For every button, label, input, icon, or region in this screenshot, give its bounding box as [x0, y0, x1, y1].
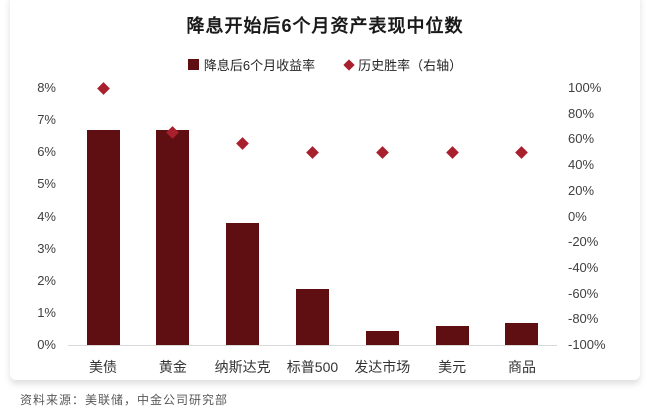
y-axis-left-tick-label: 6%: [37, 144, 56, 160]
legend-item-winrate: 历史胜率（右轴）: [343, 55, 463, 74]
y-axis-right-tick-label: -100%: [568, 337, 606, 352]
x-axis-label-纳斯达克: 纳斯达克: [214, 359, 271, 375]
bar-纳斯达克: [226, 222, 260, 345]
winrate-diamond-纳斯达克: [236, 136, 250, 150]
y-axis-left-tick-label: 4%: [37, 208, 56, 224]
x-axis-label-标普500: 标普500: [286, 359, 339, 375]
winrate-diamond-美债: [96, 81, 110, 95]
y-axis-left-tick-label: 1%: [37, 304, 56, 320]
y-axis-left-tick-label: 2%: [37, 272, 56, 288]
x-axis-label-美债: 美债: [89, 359, 117, 375]
bar-商品: [505, 322, 539, 345]
winrate-diamond-发达市场: [375, 145, 389, 159]
chart-legend: 降息后6个月收益率 历史胜率（右轴）: [0, 55, 650, 74]
x-axis-label-美元: 美元: [438, 359, 467, 375]
y-axis-left-tick-label: 8%: [37, 80, 56, 95]
x-axis-label-发达市场: 发达市场: [354, 359, 411, 375]
y-axis-left-tick-label: 3%: [37, 240, 56, 256]
source-note: 资料来源：美联储，中金公司研究部: [20, 393, 229, 407]
y-axis-right-tick-label: 20%: [568, 182, 595, 198]
bar-发达市场: [365, 330, 399, 345]
winrate-diamond-商品: [515, 145, 529, 159]
y-axis-right-tick-label: -40%: [568, 259, 599, 275]
bar-美债: [86, 129, 120, 345]
x-axis-label-黄金: 黄金: [158, 359, 187, 375]
y-axis-right-tick-label: -20%: [568, 234, 599, 250]
winrate-diamond-美元: [445, 145, 459, 159]
y-axis-right-tick-label: 80%: [568, 105, 595, 121]
y-axis-left-tick-label: 7%: [37, 112, 56, 128]
legend-item-returns: 降息后6个月收益率: [187, 55, 316, 74]
legend-item-label: 历史胜率（右轴）: [358, 58, 463, 73]
bar-黄金: [156, 129, 190, 345]
bar-标普500: [295, 288, 329, 345]
y-axis-right-tick-label: 0%: [568, 208, 587, 224]
legend-item-label: 降息后6个月收益率: [203, 58, 316, 73]
chart-title: 降息开始后6个月资产表现中位数: [186, 16, 464, 36]
y-axis-right-tick-label: 40%: [568, 157, 595, 173]
winrate-diamond-标普500: [306, 145, 319, 159]
y-axis-right-tick-label: -80%: [568, 311, 599, 327]
y-axis-right-tick-label: 100%: [568, 80, 602, 95]
y-axis-right-tick-label: -60%: [568, 285, 599, 301]
bar-series-square-icon: [187, 59, 199, 70]
y-axis-left-tick-label: 5%: [37, 176, 56, 192]
y-axis-left-tick-label: 0%: [37, 337, 56, 352]
x-axis-label-商品: 商品: [507, 359, 536, 375]
y-axis-right-tick-label: 60%: [568, 131, 595, 147]
x-axis-baseline: [68, 345, 557, 346]
bar-美元: [435, 325, 469, 345]
